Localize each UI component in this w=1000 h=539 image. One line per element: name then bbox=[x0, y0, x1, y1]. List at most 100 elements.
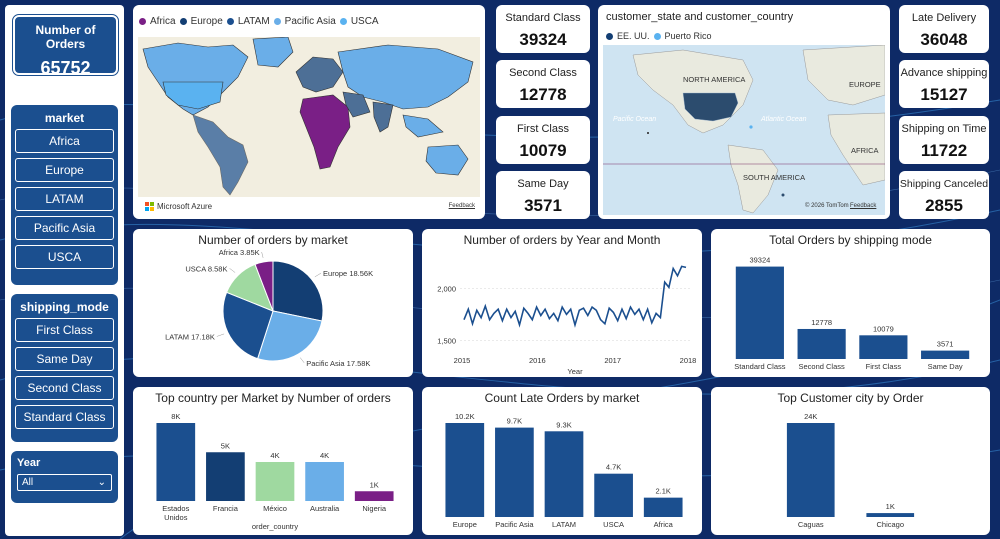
label-north-america: NORTH AMERICA bbox=[683, 75, 745, 84]
pie-slice-latam bbox=[222, 291, 274, 360]
kpi-label: Second Class bbox=[509, 67, 577, 79]
customer-map[interactable]: NORTH AMERICA EUROPE Pacific Ocean Atlan… bbox=[603, 45, 885, 215]
x-tick-label: Francia bbox=[213, 504, 239, 513]
customer-map-feedback-link[interactable]: Feedback bbox=[850, 203, 877, 209]
feedback-link[interactable]: Feedback bbox=[448, 203, 475, 209]
slicer-option-standard-class[interactable]: Standard Class bbox=[15, 405, 114, 429]
label-europe: EUROPE bbox=[849, 80, 881, 89]
bar-same-day bbox=[921, 350, 970, 359]
bar-data-label: 9.7K bbox=[507, 417, 522, 426]
kpi-value: 2855 bbox=[925, 196, 963, 215]
map-region-middle-east bbox=[342, 91, 371, 118]
map-region-africa bbox=[299, 94, 351, 170]
pie-leader-line bbox=[314, 272, 322, 278]
top-city-bar-chart[interactable]: 24K Caguas 1K Chicago bbox=[711, 405, 990, 535]
x-tick-label: 2015 bbox=[454, 356, 471, 365]
orders-by-market-card: Number of orders by market Europe 18.56K… bbox=[133, 229, 413, 377]
bar-data-label: 9.3K bbox=[556, 420, 571, 429]
label-africa: AFRICA bbox=[851, 146, 879, 155]
late-orders-bar-chart[interactable]: 10.2K Europe 9.7K Pacific Asia 9.3K LATAM 4.7K… bbox=[422, 405, 702, 535]
shipping-mode-bar-chart[interactable]: 39324 Standard Class 12778 Second Class 1007… bbox=[711, 247, 990, 377]
orders-by-shipping-mode-card: Total Orders by shipping mode 39324 Stand… bbox=[711, 229, 990, 377]
kpi-label: Standard Class bbox=[505, 12, 581, 24]
kpi-label: Shipping Canceled bbox=[899, 178, 989, 190]
bar-data-label: 3571 bbox=[937, 340, 954, 349]
legend-dot bbox=[179, 18, 187, 25]
world-map-card: Africa Europe LATAM Pacific Asia USCA Mi… bbox=[133, 5, 485, 219]
legend-dot bbox=[653, 32, 661, 40]
slicer-option-europe[interactable]: Europe bbox=[15, 158, 114, 182]
slicer-option-first-class[interactable]: First Class bbox=[15, 318, 114, 342]
top-country-card: Top country per Market by Number of orde… bbox=[133, 387, 413, 535]
bar-latam bbox=[544, 431, 584, 517]
legend-label: Europe bbox=[190, 16, 223, 27]
bar-francia bbox=[206, 452, 245, 501]
slicer-option-same-day[interactable]: Same Day bbox=[15, 347, 114, 371]
shipping-mode-slicer: shipping_mode First Class Same Day Secon… bbox=[11, 294, 118, 442]
x-tick-label: 2016 bbox=[529, 356, 546, 365]
kpi-value: 12778 bbox=[519, 85, 567, 104]
bar-usca bbox=[594, 473, 633, 517]
kpi-number-of-orders: Number of Orders 65752 bbox=[12, 14, 119, 78]
kpi-value: 39324 bbox=[519, 30, 567, 49]
map-region-india bbox=[372, 101, 394, 133]
customer-map-card: customer_state and customer_country EE. … bbox=[598, 5, 890, 219]
orders-by-year-month-card: Number of orders by Year and Month 2,000… bbox=[422, 229, 702, 377]
bar-standard-class bbox=[735, 266, 784, 359]
bar-data-label: 4K bbox=[320, 451, 329, 460]
map-legend: Africa Europe LATAM Pacific Asia USCA bbox=[139, 16, 379, 27]
pie-leader-line bbox=[261, 251, 264, 258]
bar-data-label: 8K bbox=[171, 412, 180, 421]
bar-data-label: 1K bbox=[370, 480, 379, 489]
line-chart[interactable]: 2,000 1,500 2015 2016 2017 2018 Year bbox=[422, 247, 702, 377]
x-tick-label: LATAM bbox=[552, 520, 576, 529]
bar-second-class bbox=[797, 328, 846, 359]
x-tick-label: Caguas bbox=[798, 520, 824, 529]
bar-data-label: 10079 bbox=[873, 324, 894, 333]
pie-data-label: USCA 8.58K bbox=[185, 264, 227, 273]
chart-title: Number of orders by market bbox=[198, 233, 348, 247]
year-dropdown[interactable]: All ⌄ bbox=[17, 474, 112, 491]
kpi-label: Same Day bbox=[517, 178, 569, 190]
x-tick-label: Unidos bbox=[164, 513, 188, 522]
kpi-advance-shipping: Advance shipping 15127 bbox=[899, 60, 989, 108]
kpi-value: 36048 bbox=[920, 30, 968, 49]
slicer-option-pacific-asia[interactable]: Pacific Asia bbox=[15, 216, 114, 240]
chevron-down-icon: ⌄ bbox=[97, 477, 106, 488]
x-tick-label: Estados bbox=[162, 504, 189, 513]
bar-data-label: 4.7K bbox=[606, 463, 621, 472]
attribution-text: Microsoft Azure bbox=[157, 202, 213, 211]
bar-data-label: 39324 bbox=[749, 256, 770, 265]
map-region-latam bbox=[192, 114, 249, 196]
kpi-late-delivery: Late Delivery 36048 bbox=[899, 5, 989, 53]
pie-data-label: Pacific Asia 17.58K bbox=[306, 359, 370, 368]
kpi-value: 15127 bbox=[920, 85, 968, 104]
year-selected-value: All bbox=[22, 477, 34, 488]
slicer-option-usca[interactable]: USCA bbox=[15, 245, 114, 269]
chart-title: Top country per Market by Number of orde… bbox=[155, 391, 391, 405]
map-region-asia bbox=[337, 44, 474, 110]
x-tick-label: Same Day bbox=[928, 362, 963, 371]
slicer-option-second-class[interactable]: Second Class bbox=[15, 376, 114, 400]
x-tick-label: Pacific Asia bbox=[495, 520, 534, 529]
bar-australia bbox=[305, 462, 344, 501]
legend-label: EE. UU. bbox=[617, 31, 650, 41]
label-pacific-ocean: Pacific Ocean bbox=[613, 116, 656, 123]
slicer-option-latam[interactable]: LATAM bbox=[15, 187, 114, 211]
microsoft-logo-icon bbox=[145, 202, 154, 211]
pie-slice-pacific-asia bbox=[257, 310, 323, 362]
kpi-shipping-canceled: Shipping Canceled 2855 bbox=[899, 171, 989, 219]
slicer-option-africa[interactable]: Africa bbox=[15, 129, 114, 153]
kpi-shipping-on-time: Shipping on Time 11722 bbox=[899, 116, 989, 164]
map-region-europe bbox=[295, 56, 344, 93]
world-map[interactable] bbox=[138, 37, 480, 197]
slicer-title: shipping_mode bbox=[20, 300, 109, 314]
kpi-second-class: Second Class 12778 bbox=[496, 60, 590, 108]
x-tick-label: USCA bbox=[603, 520, 624, 529]
market-slicer: market Africa Europe LATAM Pacific Asia … bbox=[11, 105, 118, 285]
chart-title: Number of orders by Year and Month bbox=[463, 233, 661, 247]
pie-chart[interactable]: Europe 18.56K Pacific Asia 17.58K LATAM 17… bbox=[133, 247, 413, 377]
x-tick-label: 2018 bbox=[680, 356, 697, 365]
x-tick-label: First Class bbox=[866, 362, 902, 371]
